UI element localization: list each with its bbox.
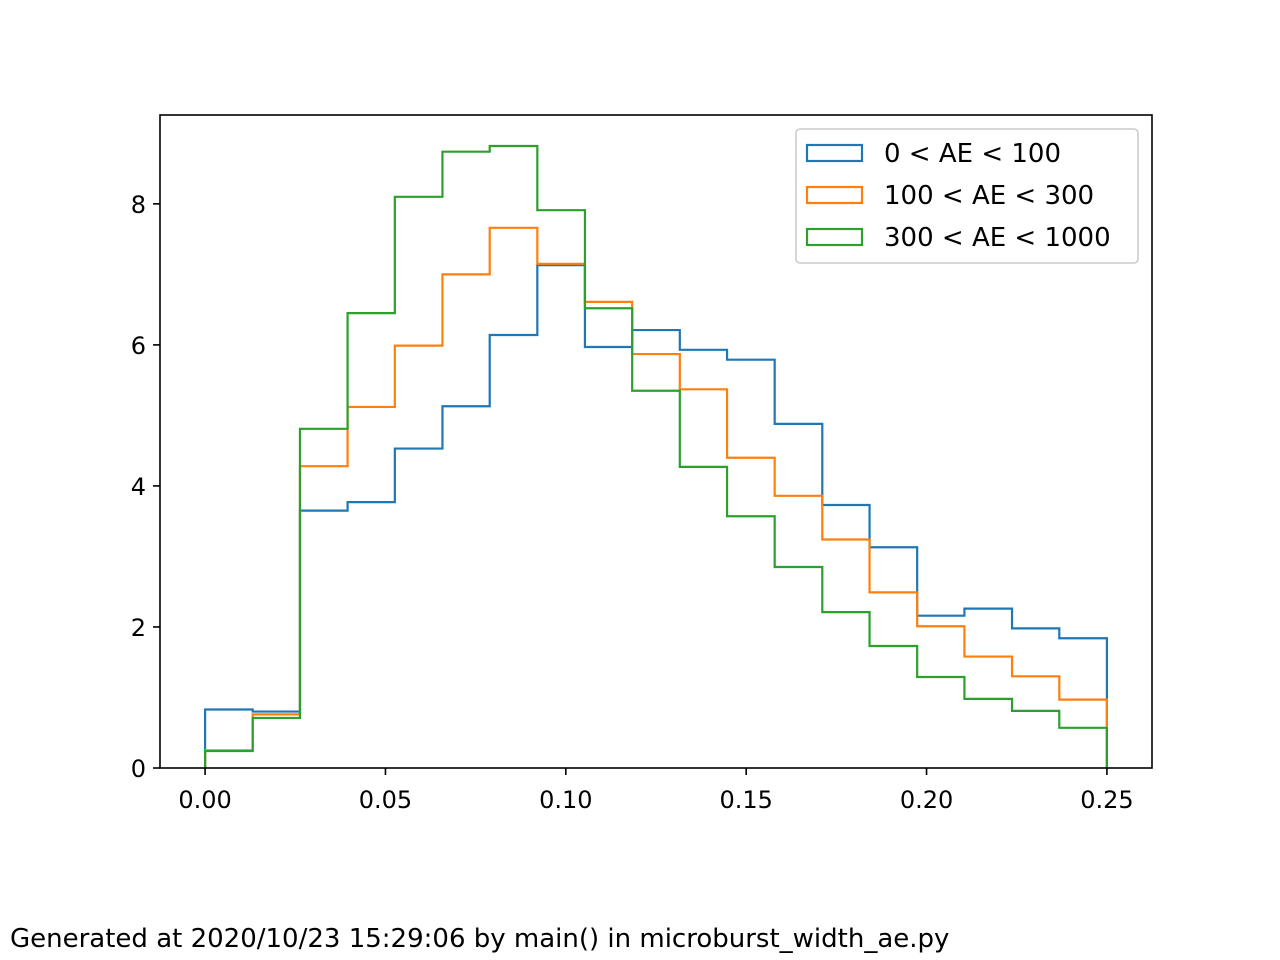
footer-text: Generated at 2020/10/23 15:29:06 by main… — [10, 924, 950, 954]
x-tick-label: 0.20 — [900, 786, 953, 814]
y-axis: 0 2 4 6 8 — [131, 191, 160, 783]
legend-swatch — [805, 143, 864, 163]
legend-swatch — [805, 185, 864, 205]
plot-frame — [159, 114, 1153, 769]
series-step-1 — [203, 226, 1109, 768]
y-tick-label: 4 — [131, 473, 146, 501]
y-tick-label: 6 — [131, 332, 146, 360]
legend-box — [795, 128, 1139, 264]
y-tick-label: 0 — [131, 755, 146, 783]
legend-label: 0 < AE < 100 — [884, 139, 1061, 169]
legend-label: 300 < AE < 1000 — [884, 223, 1111, 253]
series-layer — [203, 144, 1109, 768]
legend: 0 < AE < 100 100 < AE < 300 300 < AE < 100… — [795, 128, 1139, 264]
y-tick-label: 8 — [131, 191, 146, 219]
x-tick-label: 0.00 — [178, 786, 231, 814]
x-tick-label: 0.10 — [539, 786, 592, 814]
y-tick-label: 2 — [131, 614, 146, 642]
series-step-0 — [203, 264, 1109, 768]
x-axis: 0.00 0.05 0.10 0.15 0.20 0.25 — [178, 768, 1134, 814]
x-tick-label: 0.25 — [1080, 786, 1133, 814]
x-tick-label: 0.15 — [719, 786, 772, 814]
series-step-2 — [203, 144, 1109, 768]
x-tick-label: 0.05 — [359, 786, 412, 814]
legend-label: 100 < AE < 300 — [884, 181, 1094, 211]
legend-swatch — [805, 227, 864, 247]
